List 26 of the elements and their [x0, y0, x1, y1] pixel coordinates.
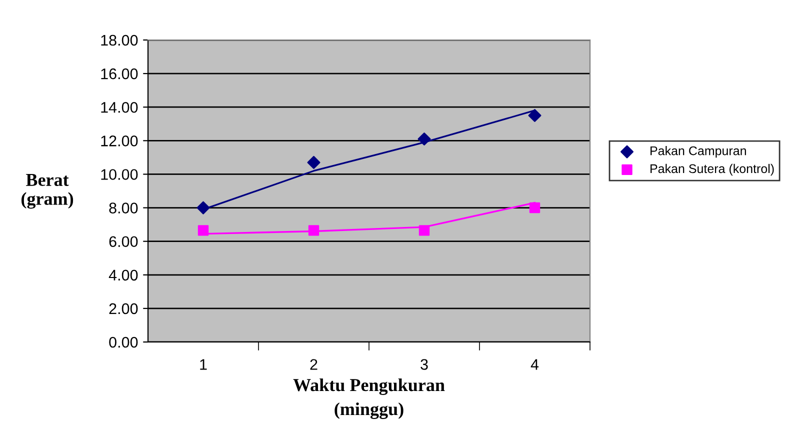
x-tick-label: 2 [310, 359, 318, 370]
point [528, 108, 542, 122]
y-tick-label: 18.00 [101, 34, 138, 46]
y-tick-label: 4.00 [108, 270, 138, 281]
y-tick-label: 14.00 [101, 102, 138, 113]
y-axis-title: Berat (gram) [22, 174, 74, 209]
point [418, 132, 431, 146]
x-axis-title: Waktu Pengukuran (minggu) [293, 378, 445, 420]
y-tick-label: 10.00 [101, 169, 138, 180]
point [418, 225, 430, 236]
point [196, 201, 210, 214]
y-tick-label: 2.00 [109, 303, 138, 314]
x-tick-label: 1 [200, 359, 207, 370]
x-tick-label: 4 [530, 359, 539, 370]
y-tick-label: 12.00 [101, 136, 138, 146]
y-tick-label: 16.00 [101, 68, 138, 80]
point [307, 156, 320, 169]
y-tick-label: 6.00 [109, 236, 138, 248]
point [198, 225, 209, 236]
y-tick-label: 0.00 [109, 336, 138, 348]
legend-label: Pakan Campuran [650, 146, 746, 158]
x-tick-label: 3 [420, 359, 428, 370]
point [529, 202, 540, 214]
legend-label: Pakan Sutera (kontrol) [650, 164, 774, 176]
point [308, 225, 320, 236]
y-tick-label: 8.00 [109, 202, 138, 214]
